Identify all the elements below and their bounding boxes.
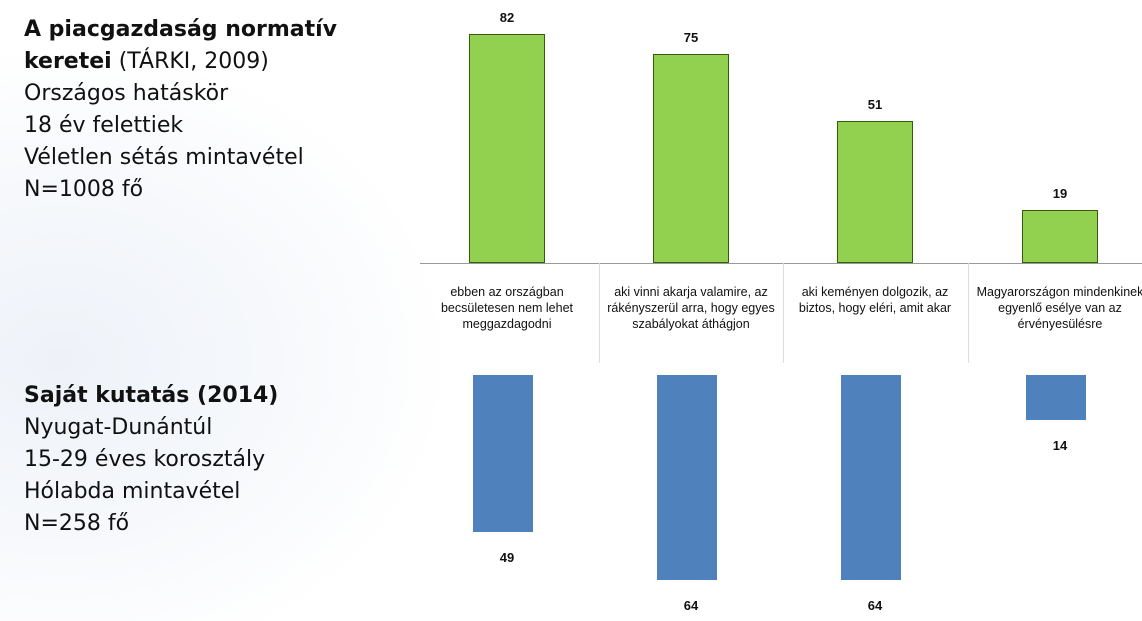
category-label: Magyarországon mindenkinek egyenlő esély… xyxy=(976,285,1142,331)
panel-title: Saját kutatás (2014) xyxy=(24,383,279,408)
category-label: ebben az országban becsületesen nem lehe… xyxy=(440,285,574,331)
panel-line: Véletlen sétás mintavétel xyxy=(24,145,304,170)
panel-title: A piacgazdaság normatív keretei xyxy=(24,17,337,74)
bar xyxy=(473,375,533,533)
panel-line: 18 év felettiek xyxy=(24,113,184,138)
bar xyxy=(653,53,729,263)
panel-source: (TÁRKI, 2009) xyxy=(118,49,269,74)
panel-heading: A piacgazdaság normatív keretei (TÁRKI, … xyxy=(24,14,404,78)
bar xyxy=(837,120,913,263)
value-label: 51 xyxy=(867,96,883,112)
panel-line: N=258 fő xyxy=(24,511,130,536)
value-label: 49 xyxy=(499,550,515,566)
panel-line: 15-29 éves korosztály xyxy=(24,447,266,472)
value-label: 64 xyxy=(867,598,883,614)
bar xyxy=(841,375,901,581)
bar xyxy=(657,375,717,581)
separator xyxy=(968,263,969,363)
text-panel: A piacgazdaság normatív keretei (TÁRKI, … xyxy=(24,14,404,206)
value-label: 64 xyxy=(683,598,699,614)
value-label: 19 xyxy=(1052,185,1068,201)
panel-heading: Saját kutatás (2014) xyxy=(24,380,404,412)
panel-line: Nyugat-Dunántúl xyxy=(24,415,213,440)
panel-line: Hólabda mintavétel xyxy=(24,479,241,504)
separator xyxy=(783,263,784,363)
bar xyxy=(1022,209,1098,263)
text-panel: Saját kutatás (2014) Nyugat-Dunántúl 15-29… xyxy=(24,380,404,540)
category-label: aki vinni akarja valamire, az rákényszer… xyxy=(607,285,775,331)
bar xyxy=(469,34,545,263)
value-label: 14 xyxy=(1052,437,1068,453)
value-label: 75 xyxy=(683,29,699,45)
category-label: aki keményen dolgozik, az biztos, hogy e… xyxy=(798,285,952,315)
panel-line: Országos hatáskör xyxy=(24,81,229,106)
value-label: 82 xyxy=(499,10,515,26)
separator xyxy=(599,263,600,363)
bar xyxy=(1026,375,1086,420)
axis-line xyxy=(420,263,1142,264)
panel-line: N=1008 fő xyxy=(24,177,144,202)
